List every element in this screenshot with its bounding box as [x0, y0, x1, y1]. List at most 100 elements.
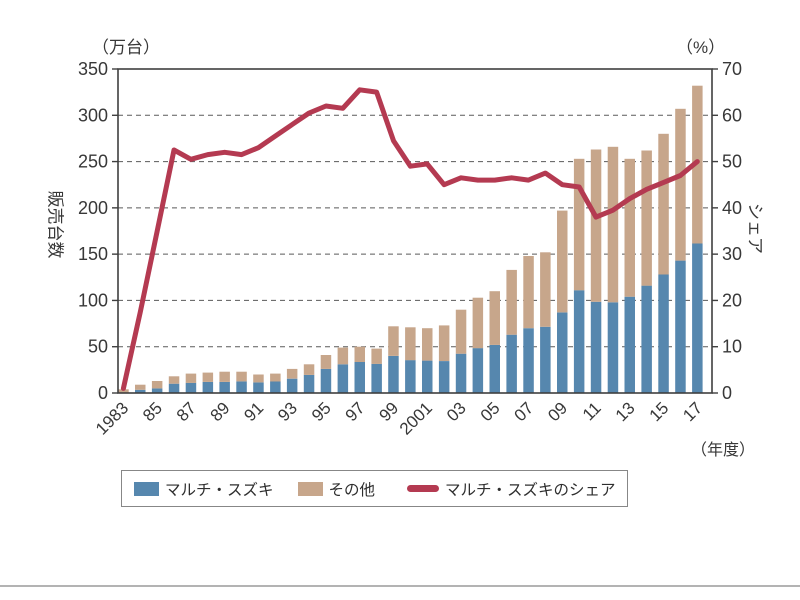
bar-maruti-1990: [236, 381, 247, 393]
bar-others-2010: [573, 158, 585, 291]
legend-label-others: その他: [328, 481, 376, 499]
bar-others-2012: [607, 146, 619, 303]
legend-swatch-share-line: [407, 485, 440, 492]
bar-others-2007: [523, 256, 534, 329]
right-tick-label-70: 70: [722, 59, 742, 79]
bar-maruti-2016: [675, 260, 686, 393]
bar-maruti-2002: [438, 361, 450, 393]
bar-others-2011: [590, 149, 602, 302]
bar-others-1984: [135, 384, 146, 390]
x-tick-label-15: 15: [646, 398, 673, 425]
bar-maruti-1992: [270, 381, 281, 393]
x-tick-label-99: 99: [376, 398, 403, 425]
x-tick-label-2001: 2001: [396, 398, 436, 438]
bar-maruti-2011: [590, 301, 602, 393]
bar-others-1987: [185, 373, 197, 383]
right-tick-label-40: 40: [722, 198, 742, 218]
bar-maruti-1997: [354, 362, 365, 393]
bar-others-2016: [675, 108, 686, 261]
bar-maruti-1987: [185, 382, 197, 393]
left-tick-label-50: 50: [88, 337, 108, 357]
x-tick-label-03: 03: [443, 398, 470, 425]
left-tick-label-350: 350: [78, 59, 108, 79]
bar-others-2005: [489, 291, 500, 345]
bar-maruti-2010: [573, 290, 585, 393]
right-tick-label-0: 0: [722, 383, 732, 403]
x-tick-label-91: 91: [240, 398, 267, 425]
x-tick-label-95: 95: [308, 398, 335, 425]
left-tick-label-100: 100: [78, 290, 108, 310]
right-tick-label-30: 30: [722, 244, 742, 264]
x-axis-unit-label: （年度）: [691, 442, 756, 459]
bar-others-2000: [405, 327, 416, 361]
bar-others-1999: [388, 326, 399, 356]
x-tick-label-1983: 1983: [92, 398, 132, 438]
legend-swatch-maruti: [134, 481, 159, 496]
left-tick-label-150: 150: [78, 244, 108, 264]
legend-label-maruti: マルチ・スズキ: [165, 481, 274, 499]
bar-others-1994: [303, 364, 315, 375]
bar-maruti-1998: [371, 363, 382, 393]
x-tick-label-09: 09: [544, 398, 571, 425]
left-tick-label-250: 250: [78, 152, 108, 172]
right-tick-label-10: 10: [722, 337, 742, 357]
bar-maruti-1988: [202, 381, 214, 393]
right-tick-label-50: 50: [722, 152, 742, 172]
bar-maruti-1991: [253, 382, 264, 393]
bar-others-1998: [371, 348, 382, 364]
bottom-divider: [0, 585, 800, 587]
bar-others-2013: [624, 158, 635, 297]
bar-others-2015: [658, 133, 669, 275]
bar-maruti-2003: [455, 353, 467, 393]
bar-maruti-2015: [658, 274, 669, 393]
bar-maruti-2007: [523, 328, 534, 393]
x-tick-label-97: 97: [342, 398, 369, 425]
bar-others-1996: [337, 347, 349, 365]
bar-others-1995: [320, 355, 332, 369]
bar-others-2006: [506, 269, 517, 335]
bar-maruti-2006: [506, 334, 517, 393]
bar-others-1992: [270, 373, 281, 382]
bar-others-2002: [438, 325, 450, 361]
bar-maruti-1985: [151, 388, 163, 393]
bar-maruti-1994: [303, 374, 315, 393]
bar-maruti-2013: [624, 296, 635, 393]
bar-maruti-1989: [219, 381, 230, 393]
x-tick-label-11: 11: [579, 398, 605, 424]
bar-maruti-1999: [388, 356, 399, 393]
left-tick-label-300: 300: [78, 105, 108, 125]
bar-maruti-1984: [135, 389, 146, 393]
bar-others-2008: [540, 252, 551, 327]
x-tick-label-87: 87: [173, 398, 200, 425]
legend: マルチ・スズキ その他 マルチ・スズキのシェア: [121, 470, 628, 507]
right-axis-unit-label: （%）: [676, 38, 726, 57]
bar-others-1986: [168, 376, 180, 384]
bar-others-2001: [422, 328, 433, 361]
x-tick-label-93: 93: [274, 398, 301, 425]
bar-maruti-2005: [489, 344, 500, 393]
plot-border: [117, 68, 713, 394]
bar-maruti-2000: [405, 360, 416, 393]
bar-others-1988: [202, 372, 214, 382]
bar-maruti-2009: [557, 312, 568, 393]
x-tick-label-05: 05: [477, 398, 504, 425]
x-tick-label-17: 17: [679, 398, 706, 425]
left-tick-label-200: 200: [78, 198, 108, 218]
bar-others-2009: [557, 210, 568, 313]
left-axis-unit-label: （万台）: [92, 38, 160, 57]
right-tick-label-60: 60: [722, 105, 742, 125]
bar-maruti-1993: [286, 378, 298, 393]
bar-others-2003: [455, 309, 467, 354]
bar-others-2014: [641, 150, 652, 286]
x-tick-label-85: 85: [139, 398, 166, 425]
bar-others-1997: [354, 346, 365, 362]
bar-others-1989: [219, 371, 230, 382]
x-tick-label-89: 89: [207, 398, 234, 425]
bar-maruti-2008: [540, 326, 551, 393]
bar-maruti-1995: [320, 368, 332, 393]
plot-svg: 0501001502002503003500102030405060701983…: [78, 59, 742, 439]
bar-others-1985: [151, 381, 163, 389]
bar-maruti-1986: [168, 383, 180, 393]
legend-swatch-others: [297, 481, 323, 496]
